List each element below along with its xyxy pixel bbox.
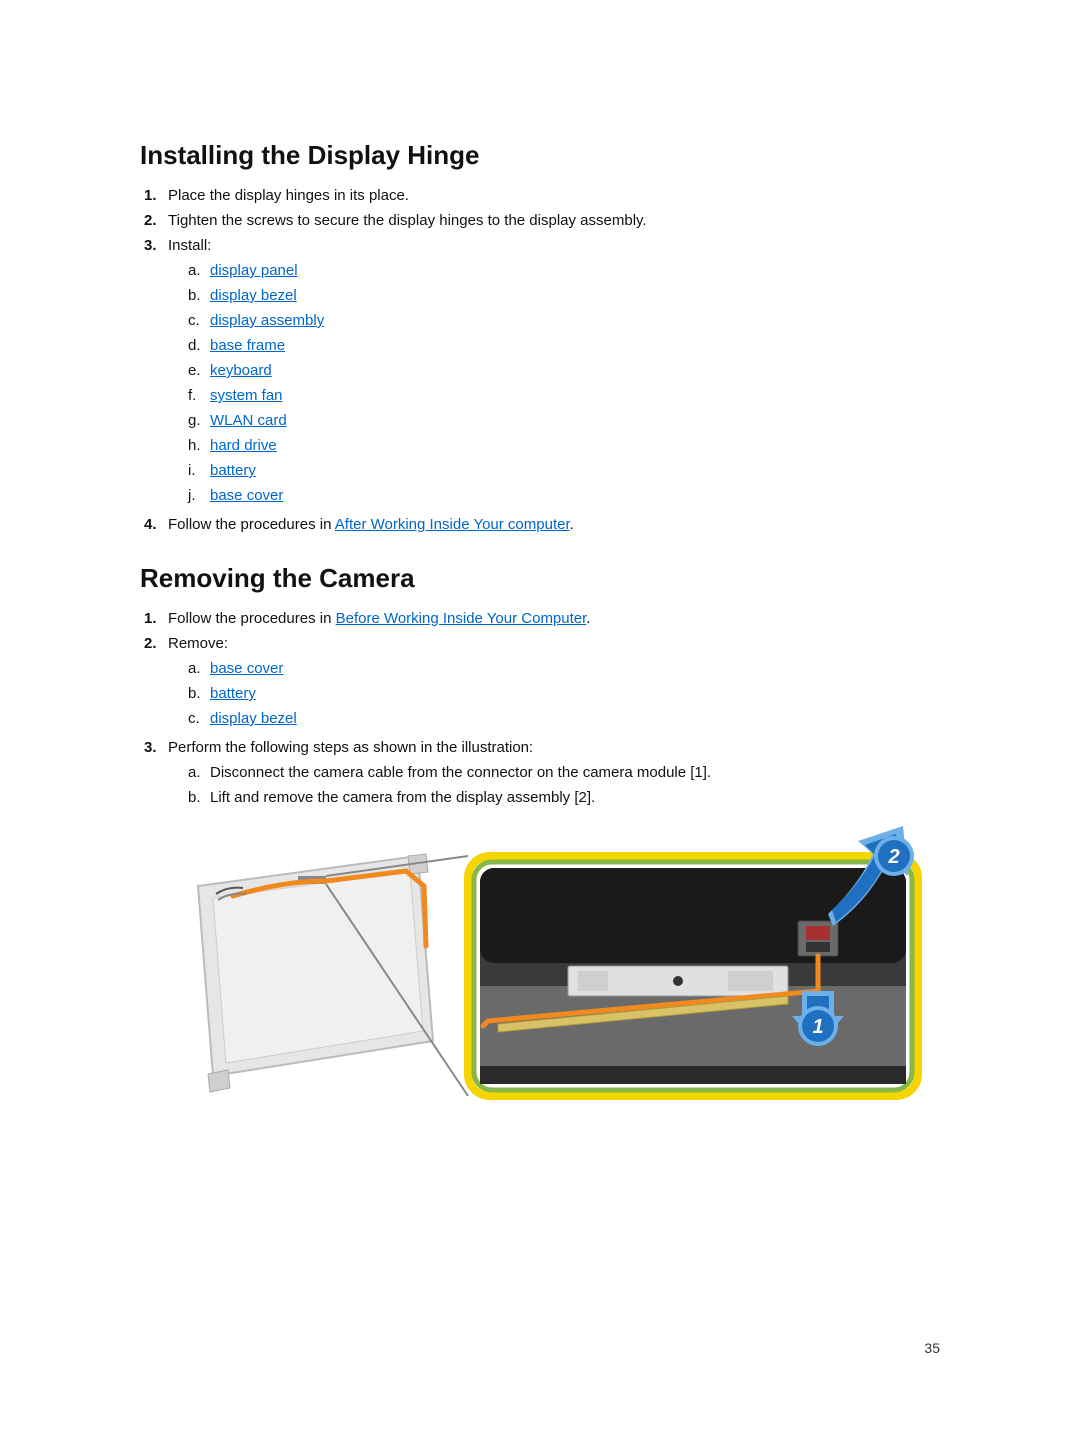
link-display-assembly[interactable]: display assembly [210, 312, 324, 329]
step-2: 2. Remove: a.base cover b.battery c.disp… [140, 633, 940, 733]
substep-letter: d. [188, 335, 210, 356]
page-number: 35 [924, 1340, 940, 1356]
substep: g.WLAN card [188, 410, 940, 431]
substep: c.display bezel [188, 708, 940, 729]
link-keyboard[interactable]: keyboard [210, 362, 272, 379]
step-number: 2. [140, 210, 168, 231]
substep-text: Lift and remove the camera from the disp… [210, 787, 940, 808]
step-text-post: . [570, 516, 574, 533]
step-text: Tighten the screws to secure the display… [168, 210, 940, 231]
step-text: Install: a.display panel b.display bezel… [168, 235, 940, 510]
step-4: 4. Follow the procedures in After Workin… [140, 514, 940, 535]
heading-removing-camera: Removing the Camera [140, 563, 940, 594]
substep-letter: a. [188, 658, 210, 679]
laptop-back-cover [198, 854, 433, 1092]
substep-letter: j. [188, 485, 210, 506]
substep-text: Disconnect the camera cable from the con… [210, 762, 940, 783]
step-number: 1. [140, 185, 168, 206]
link-wlan-card[interactable]: WLAN card [210, 412, 287, 429]
substep: a.display panel [188, 260, 940, 281]
link-display-panel[interactable]: display panel [210, 262, 298, 279]
link-after-working-inside[interactable]: After Working Inside Your computer [335, 516, 570, 533]
substep-letter: c. [188, 708, 210, 729]
substep: i.battery [188, 460, 940, 481]
step-number: 2. [140, 633, 168, 733]
substep-letter: g. [188, 410, 210, 431]
step-number: 3. [140, 737, 168, 812]
substep-letter: b. [188, 787, 210, 808]
step-1: 1. Follow the procedures in Before Worki… [140, 608, 940, 629]
substep: a.base cover [188, 658, 940, 679]
step-text-value: Remove: [168, 635, 228, 652]
section-install-display-hinge: Installing the Display Hinge 1. Place th… [140, 140, 940, 535]
link-battery-2[interactable]: battery [210, 685, 256, 702]
substep-letter: e. [188, 360, 210, 381]
section-removing-camera: Removing the Camera 1. Follow the proced… [140, 563, 940, 1116]
substep-letter: a. [188, 260, 210, 281]
substep-letter: c. [188, 310, 210, 331]
step-text: Perform the following steps as shown in … [168, 737, 940, 812]
substep-letter: h. [188, 435, 210, 456]
steps-install-display-hinge: 1. Place the display hinges in its place… [140, 185, 940, 535]
svg-text:1: 1 [812, 1016, 823, 1038]
substep-letter: b. [188, 285, 210, 306]
substep-letter: f. [188, 385, 210, 406]
substep-letter: a. [188, 762, 210, 783]
substep: b.display bezel [188, 285, 940, 306]
step-number: 4. [140, 514, 168, 535]
callout-2: 2 [874, 836, 914, 876]
link-hard-drive[interactable]: hard drive [210, 437, 277, 454]
svg-text:2: 2 [887, 846, 899, 868]
step-text: Place the display hinges in its place. [168, 185, 940, 206]
substep-letter: b. [188, 683, 210, 704]
step-2: 2. Tighten the screws to secure the disp… [140, 210, 940, 231]
substeps-install: a.display panel b.display bezel c.displa… [168, 260, 940, 506]
step-number: 3. [140, 235, 168, 510]
substep: b.Lift and remove the camera from the di… [188, 787, 940, 808]
substep: h.hard drive [188, 435, 940, 456]
substep: f.system fan [188, 385, 940, 406]
substeps-remove: a.base cover b.battery c.display bezel [168, 658, 940, 729]
callout-1: 1 [798, 1006, 838, 1046]
substep: j.base cover [188, 485, 940, 506]
step-text: Follow the procedures in After Working I… [168, 514, 940, 535]
substep: a.Disconnect the camera cable from the c… [188, 762, 940, 783]
link-battery[interactable]: battery [210, 462, 256, 479]
heading-install-display-hinge: Installing the Display Hinge [140, 140, 940, 171]
link-display-bezel[interactable]: display bezel [210, 287, 297, 304]
substep: b.battery [188, 683, 940, 704]
step-number: 1. [140, 608, 168, 629]
link-before-working-inside[interactable]: Before Working Inside Your Computer [336, 610, 587, 627]
step-text-pre: Follow the procedures in [168, 610, 336, 627]
step-1: 1. Place the display hinges in its place… [140, 185, 940, 206]
link-display-bezel-2[interactable]: display bezel [210, 710, 297, 727]
step-text-value: Perform the following steps as shown in … [168, 739, 533, 756]
camera-removal-illustration: 1 2 [168, 826, 928, 1116]
substep: d.base frame [188, 335, 940, 356]
substep-letter: i. [188, 460, 210, 481]
substeps-illustration: a.Disconnect the camera cable from the c… [168, 762, 940, 808]
link-base-frame[interactable]: base frame [210, 337, 285, 354]
step-text: Remove: a.base cover b.battery c.display… [168, 633, 940, 733]
step-text-pre: Follow the procedures in [168, 516, 335, 533]
link-system-fan[interactable]: system fan [210, 387, 283, 404]
link-base-cover[interactable]: base cover [210, 487, 283, 504]
step-text: Follow the procedures in Before Working … [168, 608, 940, 629]
step-text-post: . [586, 610, 590, 627]
substep: e.keyboard [188, 360, 940, 381]
steps-removing-camera: 1. Follow the procedures in Before Worki… [140, 608, 940, 812]
substep: c.display assembly [188, 310, 940, 331]
step-3: 3. Install: a.display panel b.display be… [140, 235, 940, 510]
step-text-value: Install: [168, 237, 211, 254]
step-3: 3. Perform the following steps as shown … [140, 737, 940, 812]
link-base-cover-2[interactable]: base cover [210, 660, 283, 677]
